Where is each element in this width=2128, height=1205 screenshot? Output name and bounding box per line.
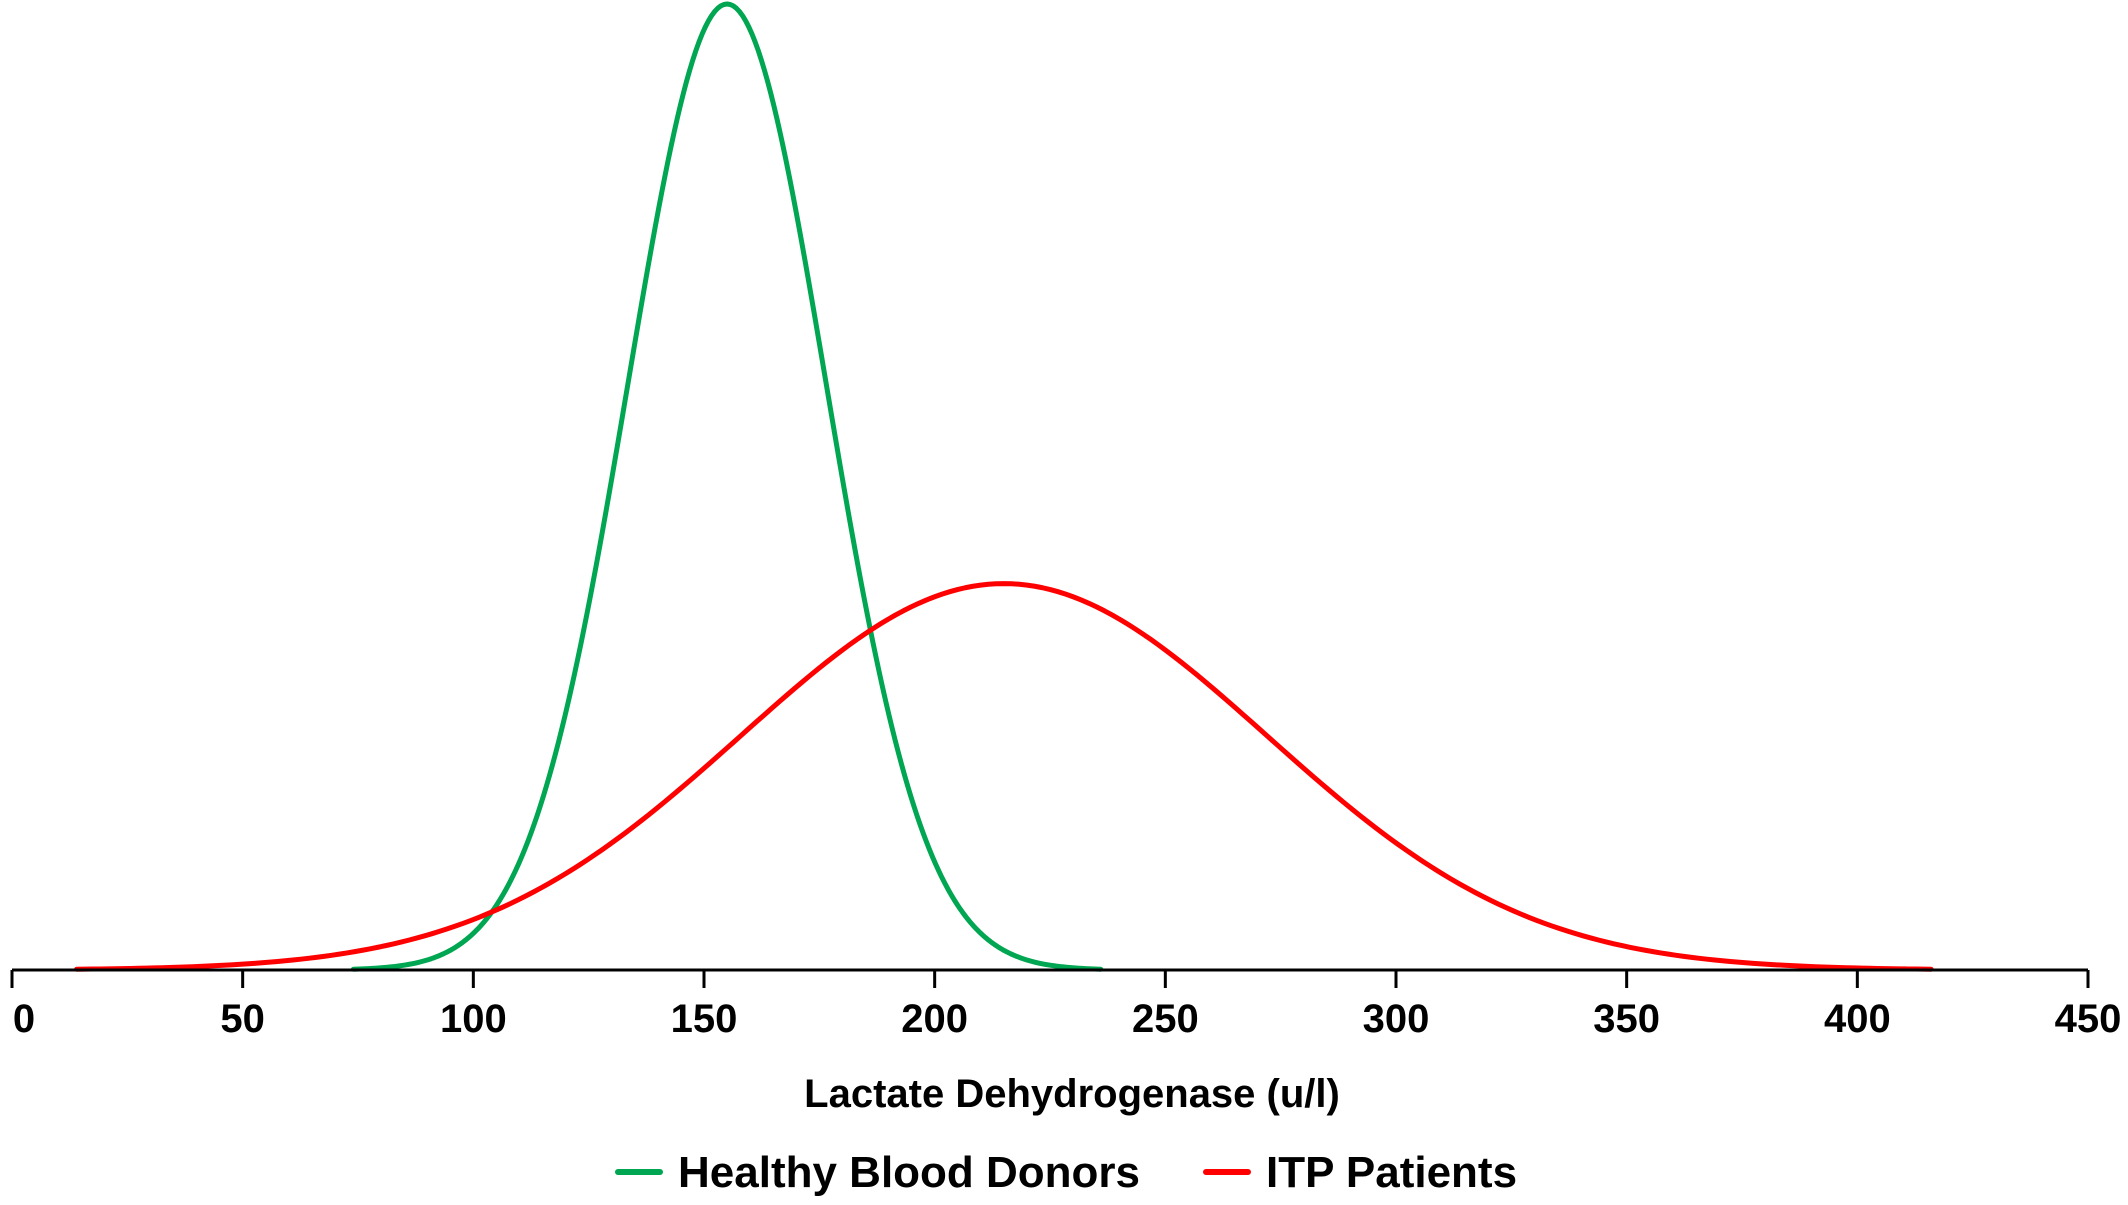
series-line-itp-patients <box>74 581 1934 972</box>
x-tick-label: 0 <box>13 997 35 1041</box>
x-tick-label: 50 <box>220 997 265 1041</box>
x-tick-label: 350 <box>1593 997 1660 1041</box>
x-axis-title: Lactate Dehydrogenase (u/l) <box>804 1072 1340 1116</box>
x-tick-label: 450 <box>2055 997 2122 1041</box>
x-tick-label: 300 <box>1363 997 1430 1041</box>
legend-label: ITP Patients <box>1266 1148 1517 1197</box>
x-axis: 0 50 100 150 200 250 300 350 400 450 <box>10 968 2122 1041</box>
legend: Healthy Blood Donors ITP Patients <box>615 1148 1517 1197</box>
legend-label: Healthy Blood Donors <box>678 1148 1140 1197</box>
series-line-healthy-blood-donors <box>350 1 1104 972</box>
x-tick-label: 400 <box>1824 997 1891 1041</box>
x-tick-label: 100 <box>440 997 507 1041</box>
x-tick-label: 200 <box>901 997 968 1041</box>
plot-area <box>74 1 1934 972</box>
x-tick-label: 150 <box>671 997 738 1041</box>
x-tick-label: 250 <box>1132 997 1199 1041</box>
